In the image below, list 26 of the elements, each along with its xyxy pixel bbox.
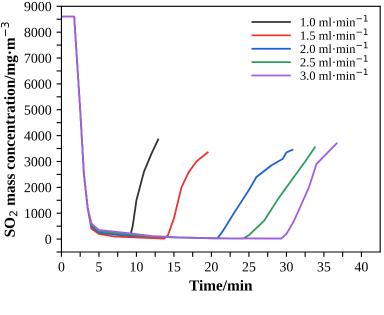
x-tick-label: 30 xyxy=(280,262,293,272)
x-tick-label: 40 xyxy=(354,262,368,272)
y-tick-label: 4000 xyxy=(24,131,52,141)
legend-label: 1.5 ml·min$^{−1}$ xyxy=(301,28,368,40)
legend-label: 1.0 ml·min$^{−1}$ xyxy=(301,15,368,26)
y-tick-label: 0 xyxy=(45,234,52,244)
legend-label: 3.0 ml·min$^{−1}$ xyxy=(300,68,368,80)
x-tick-label: 10 xyxy=(130,262,143,272)
y-tick-label: 5000 xyxy=(24,105,52,115)
y-tick-label: 2000 xyxy=(24,182,52,192)
y-tick-label: 7000 xyxy=(24,54,52,63)
legend-label: 2.5 ml·min$^{−1}$ xyxy=(300,55,368,67)
x-tick-label: 20 xyxy=(205,262,218,272)
y-tick-label: 8000 xyxy=(24,28,52,38)
y-axis-title: SO$_{2}$ mass concentration/mg·m$^{−3}$ xyxy=(0,22,18,237)
x-tick-label: 15 xyxy=(168,262,180,272)
y-tick-label: 9000 xyxy=(24,2,52,12)
x-tick-label: 25 xyxy=(242,262,256,272)
x-axis-title: Time/min xyxy=(189,280,252,291)
x-tick-label: 5 xyxy=(96,262,102,272)
y-tick-label: 3000 xyxy=(24,157,52,166)
x-tick-label: 0 xyxy=(58,262,64,272)
x-tick-label: 35 xyxy=(318,262,330,272)
legend-label: 2.0 ml·min$^{−1}$ xyxy=(300,42,368,54)
y-tick-label: 1000 xyxy=(25,208,52,218)
y-tick-label: 6000 xyxy=(24,79,52,89)
